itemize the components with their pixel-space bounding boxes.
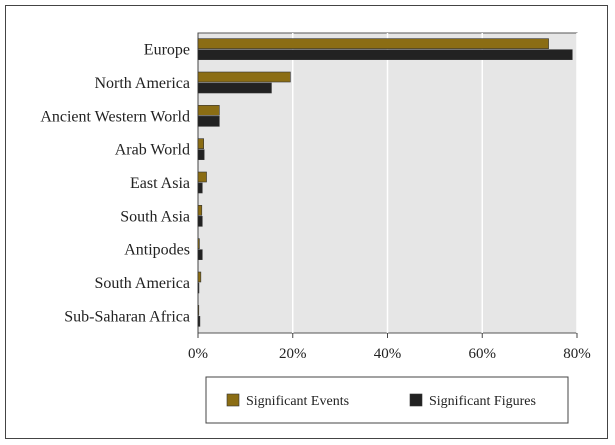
bar-europe-figures [197, 49, 573, 60]
x-tick-label-3: 60% [469, 346, 497, 362]
x-tick-label-0: 0% [188, 346, 208, 362]
bar-south-asia-figures [197, 216, 203, 227]
bar-south-america-figures [197, 282, 200, 294]
bar-sub-saharan-africa-figures [197, 316, 201, 327]
bar-north-america-figures [197, 82, 272, 94]
bar-arab-world-figures [197, 149, 205, 160]
category-label-antipodes: Antipodes [124, 242, 190, 259]
category-label-sub-saharan-africa: Sub-Saharan Africa [64, 308, 190, 325]
category-label-east-asia: East Asia [130, 175, 190, 192]
bar-north-america-events [197, 71, 291, 83]
x-tick-label-1: 20% [279, 346, 307, 362]
x-tick-label-2: 40% [374, 346, 402, 362]
bar-south-america-events [197, 271, 202, 283]
legend-label-events: Significant Events [246, 394, 349, 409]
legend-box [205, 376, 569, 424]
bar-ancient-western-world-events [197, 105, 220, 116]
bar-east-asia-figures [197, 182, 203, 194]
legend-swatch-figures [409, 393, 423, 407]
x-tick-label-4: 80% [563, 346, 591, 362]
category-label-ancient-western-world: Ancient Western World [40, 108, 190, 125]
bar-antipodes-events [197, 238, 200, 249]
bar-south-asia-events [197, 205, 203, 216]
category-label-south-asia: South Asia [120, 208, 190, 225]
bar-arab-world-events [197, 138, 204, 149]
legend-swatch-events [226, 393, 240, 407]
bar-sub-saharan-africa-events [197, 305, 200, 316]
bar-europe-events [197, 38, 549, 49]
category-label-north-america: North America [94, 75, 190, 92]
bar-east-asia-events [197, 171, 207, 183]
legend-label-figures: Significant Figures [429, 394, 536, 409]
bar-ancient-western-world-figures [197, 116, 220, 127]
category-label-arab-world: Arab World [115, 142, 190, 159]
category-label-south-america: South America [94, 275, 190, 292]
bar-antipodes-figures [197, 249, 203, 260]
category-label-europe: Europe [144, 42, 190, 59]
